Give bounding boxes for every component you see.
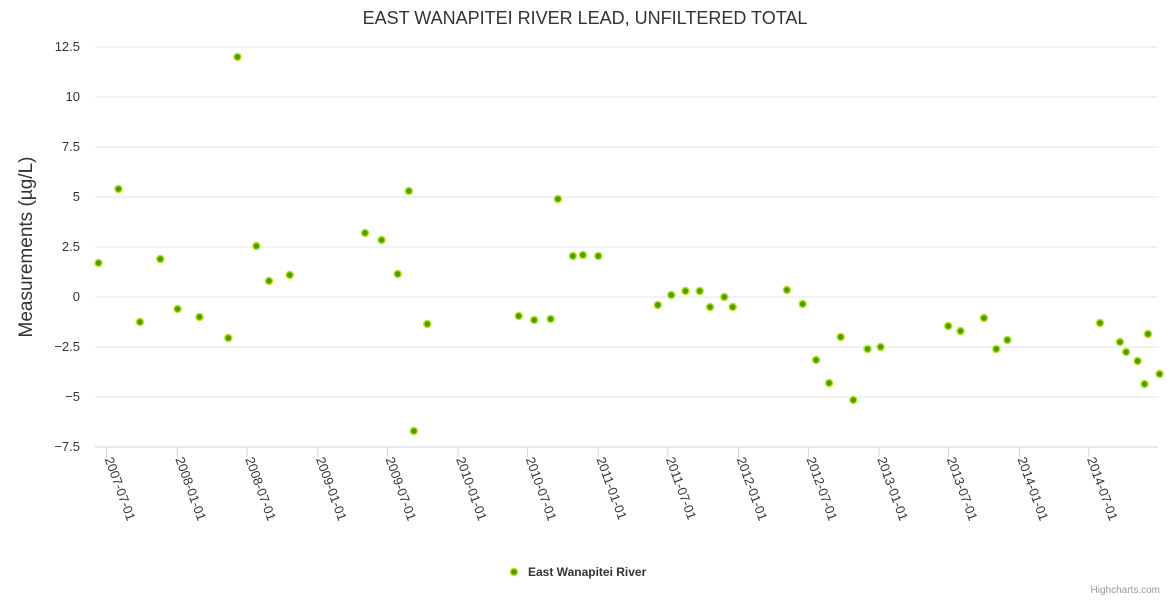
data-point[interactable]	[1143, 329, 1153, 339]
chart-title: EAST WANAPITEI RIVER LEAD, UNFILTERED TO…	[363, 8, 808, 28]
data-point[interactable]	[264, 276, 274, 286]
data-point[interactable]	[943, 321, 953, 331]
y-tick-label: 12.5	[55, 39, 80, 54]
legend-marker[interactable]	[509, 567, 519, 577]
x-tick-label: 2009-07-01	[383, 455, 420, 523]
data-point[interactable]	[173, 304, 182, 314]
y-axis-ticks: 12.5 10 7.5 5 2.5 0 −2.5 −5 −7.5	[54, 39, 80, 454]
y-tick-label: −7.5	[54, 439, 80, 454]
data-point[interactable]	[849, 395, 858, 405]
data-point[interactable]	[1095, 318, 1105, 328]
data-point[interactable]	[836, 332, 845, 342]
data-point[interactable]	[681, 286, 690, 296]
data-point[interactable]	[876, 342, 885, 352]
y-tick-label: 0	[73, 289, 80, 304]
data-point[interactable]	[135, 317, 145, 327]
credits-link[interactable]: Highcharts.com	[1091, 585, 1160, 596]
y-tick-label: 10	[66, 89, 80, 104]
data-point[interactable]	[156, 254, 165, 264]
x-tick-label: 2007-07-01	[102, 455, 139, 523]
x-tick-label: 2013-07-01	[944, 455, 981, 523]
data-point[interactable]	[195, 312, 204, 322]
x-tick-label: 2010-07-01	[523, 455, 560, 523]
data-point[interactable]	[956, 326, 965, 336]
x-tick-label: 2008-07-01	[242, 455, 279, 523]
data-point[interactable]	[1121, 347, 1131, 357]
data-point[interactable]	[393, 269, 402, 279]
y-tick-label: 5	[73, 189, 80, 204]
x-tick-label: 2012-01-01	[734, 455, 771, 523]
y-tick-label: −5	[65, 389, 80, 404]
x-tick-label: 2011-01-01	[593, 455, 630, 522]
data-point[interactable]	[811, 355, 821, 365]
data-point[interactable]	[360, 228, 370, 238]
data-point[interactable]	[1155, 369, 1164, 379]
data-point[interactable]	[514, 311, 523, 321]
x-tick-label: 2011-07-01	[663, 455, 700, 522]
data-point[interactable]	[94, 258, 103, 268]
data-point[interactable]	[1115, 337, 1125, 347]
data-point[interactable]	[863, 344, 872, 354]
data-point[interactable]	[992, 344, 1001, 354]
data-point[interactable]	[798, 299, 807, 309]
y-axis-label: Measurements (µg/L)	[16, 157, 37, 338]
data-point[interactable]	[1133, 356, 1142, 366]
data-point[interactable]	[377, 235, 386, 245]
x-tick-label: 2014-01-01	[1014, 455, 1051, 523]
data-point[interactable]	[409, 426, 419, 436]
data-point[interactable]	[1003, 335, 1012, 345]
data-point[interactable]	[705, 302, 715, 312]
data-point[interactable]	[782, 285, 792, 295]
data-point[interactable]	[114, 184, 123, 194]
x-axis-ticks: 2007-07-01 2008-01-01 2008-07-01 2009-01-01…	[102, 447, 1121, 523]
series-east-wanapitei-river[interactable]	[94, 52, 1164, 436]
data-point[interactable]	[578, 250, 588, 260]
data-point[interactable]	[824, 378, 834, 388]
data-point[interactable]	[233, 52, 242, 62]
data-point[interactable]	[252, 241, 261, 251]
data-point[interactable]	[546, 314, 555, 324]
data-point[interactable]	[423, 319, 432, 329]
x-tick-label: 2012-07-01	[804, 455, 841, 523]
data-point[interactable]	[653, 300, 663, 310]
data-point[interactable]	[568, 251, 578, 261]
data-point[interactable]	[594, 251, 603, 261]
y-tick-label: 7.5	[62, 139, 80, 154]
data-point[interactable]	[979, 313, 989, 323]
data-point[interactable]	[667, 290, 676, 300]
x-tick-label: 2010-01-01	[453, 455, 490, 523]
x-tick-label: 2008-01-01	[172, 455, 209, 523]
data-point[interactable]	[404, 186, 414, 196]
data-point[interactable]	[285, 270, 295, 280]
x-tick-label: 2013-01-01	[874, 455, 911, 523]
y-tick-label: 2.5	[62, 239, 80, 254]
data-point[interactable]	[529, 315, 539, 325]
y-tick-label: −2.5	[54, 339, 80, 354]
gridlines	[95, 46, 1158, 398]
x-tick-label: 2014-07-01	[1084, 455, 1121, 523]
data-point[interactable]	[695, 286, 704, 296]
data-point[interactable]	[720, 292, 729, 302]
data-point[interactable]	[728, 302, 737, 312]
legend[interactable]: East Wanapitei River	[509, 565, 647, 579]
x-tick-label: 2009-01-01	[313, 455, 350, 523]
data-point[interactable]	[553, 194, 563, 204]
data-point[interactable]	[1140, 379, 1149, 389]
legend-label[interactable]: East Wanapitei River	[528, 565, 647, 579]
data-point[interactable]	[224, 333, 233, 343]
